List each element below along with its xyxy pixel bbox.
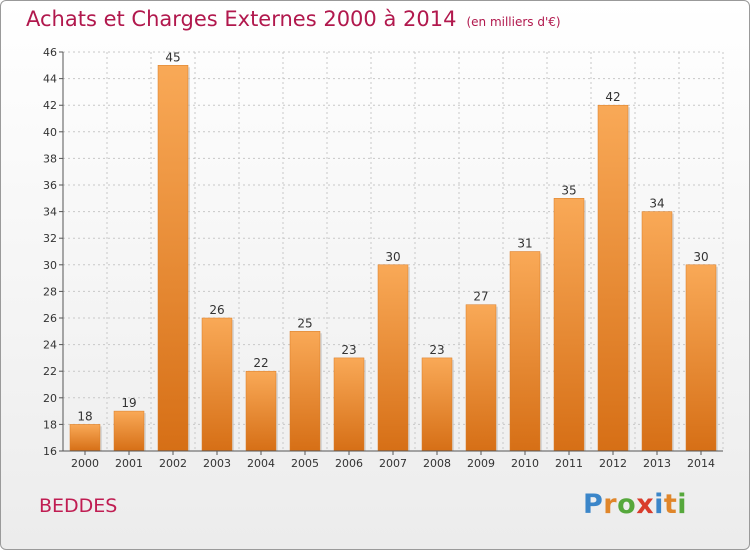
x-tick-label: 2004 xyxy=(247,457,275,470)
logo-letter: i xyxy=(654,489,664,520)
bar-2013 xyxy=(641,211,673,452)
bar-2010 xyxy=(509,251,541,452)
y-tick-label: 18 xyxy=(43,418,57,431)
data-label: 27 xyxy=(473,290,488,304)
bar-2000 xyxy=(69,424,101,452)
bar-2006 xyxy=(333,357,365,452)
data-label: 35 xyxy=(561,183,576,197)
bar-2002 xyxy=(157,65,189,452)
y-tick-label: 38 xyxy=(43,152,57,165)
x-tick-label: 2014 xyxy=(687,457,715,470)
logo-letter: x xyxy=(636,489,655,520)
x-tick-label: 2013 xyxy=(643,457,671,470)
y-tick-label: 22 xyxy=(43,365,57,378)
y-tick-label: 46 xyxy=(43,46,57,59)
chart-unit: (en milliers d'€) xyxy=(466,15,561,29)
data-label: 34 xyxy=(649,197,664,211)
data-label: 22 xyxy=(253,356,268,370)
chart-title: Achats et Charges Externes 2000 à 2014 (e… xyxy=(26,7,561,31)
data-label: 23 xyxy=(341,343,356,357)
bars: 18 19 45 26 22 25 23 30 23 27 31 35 42 34 30 xyxy=(69,50,718,452)
logo-letter: o xyxy=(617,489,637,520)
location-name: BEDDES xyxy=(39,495,118,517)
data-label: 26 xyxy=(209,303,224,317)
x-tick-label: 2005 xyxy=(291,457,319,470)
x-tick-label: 2001 xyxy=(115,457,143,470)
bar-2014 xyxy=(685,264,717,452)
data-label: 23 xyxy=(429,343,444,357)
proxiti-logo[interactable]: Proxiti xyxy=(583,489,687,520)
y-tick-label: 32 xyxy=(43,232,57,245)
x-tick-label: 2002 xyxy=(159,457,187,470)
x-tick-label: 2011 xyxy=(555,457,583,470)
data-label: 30 xyxy=(385,250,400,264)
logo-letter: t xyxy=(663,489,678,520)
y-tick-label: 40 xyxy=(43,126,57,139)
y-tick-label: 16 xyxy=(43,445,57,458)
data-label: 19 xyxy=(121,396,136,410)
bar-2009 xyxy=(465,304,497,452)
chart-title-text: Achats et Charges Externes 2000 à 2014 xyxy=(26,7,457,31)
x-tick-label: 2006 xyxy=(335,457,363,470)
data-label: 45 xyxy=(165,50,180,64)
x-tick-label: 2010 xyxy=(511,457,539,470)
x-tick-label: 2000 xyxy=(71,457,99,470)
data-label: 42 xyxy=(605,90,620,104)
data-label: 30 xyxy=(693,250,708,264)
y-tick-label: 36 xyxy=(43,179,57,192)
axes: 16 18 20 22 24 26 28 30 32 34 36 38 40 42 44 46 2000 2001… xyxy=(43,46,723,470)
y-tick-label: 20 xyxy=(43,392,57,405)
y-tick-label: 34 xyxy=(43,206,57,219)
y-tick-label: 24 xyxy=(43,339,57,352)
y-tick-label: 26 xyxy=(43,312,57,325)
y-tick-label: 44 xyxy=(43,73,57,86)
bar-2001 xyxy=(113,410,145,452)
data-label: 25 xyxy=(297,316,312,330)
x-tick-label: 2007 xyxy=(379,457,407,470)
y-tick-label: 30 xyxy=(43,259,57,272)
x-tick-label: 2008 xyxy=(423,457,451,470)
bar-2005 xyxy=(289,331,321,452)
bar-2007 xyxy=(377,264,409,452)
x-tick-label: 2012 xyxy=(599,457,627,470)
bar-2003 xyxy=(201,317,233,452)
bar-2011 xyxy=(553,198,585,452)
bar-2004 xyxy=(245,370,277,452)
bar-2012 xyxy=(597,104,629,452)
logo-letter: P xyxy=(583,489,604,520)
data-label: 31 xyxy=(517,237,532,251)
y-tick-label: 42 xyxy=(43,99,57,112)
x-tick-label: 2003 xyxy=(203,457,231,470)
x-tick-label: 2009 xyxy=(467,457,495,470)
logo-letter: r xyxy=(603,489,618,520)
bar-2008 xyxy=(421,357,453,452)
data-label: 18 xyxy=(77,409,92,423)
logo-letter: i xyxy=(677,489,688,520)
y-tick-label: 28 xyxy=(43,285,57,298)
